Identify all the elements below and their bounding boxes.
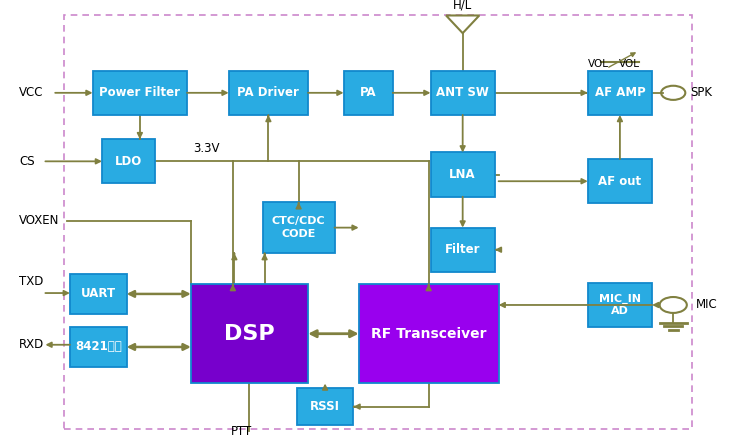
Bar <box>64 15 692 429</box>
Bar <box>70 327 126 367</box>
Bar <box>102 139 155 183</box>
Text: MIC_IN
AD: MIC_IN AD <box>599 293 641 316</box>
Bar <box>296 388 353 425</box>
Bar <box>70 274 126 314</box>
Text: DSP: DSP <box>225 324 274 344</box>
Bar <box>92 71 187 115</box>
Bar <box>431 228 494 272</box>
Text: VCC: VCC <box>19 86 43 99</box>
Text: H/L: H/L <box>453 0 472 11</box>
Text: UART: UART <box>81 287 116 301</box>
Text: AF out: AF out <box>598 175 642 188</box>
Text: Power Filter: Power Filter <box>99 86 181 99</box>
Text: 3.3V: 3.3V <box>193 142 219 155</box>
Text: AF AMP: AF AMP <box>594 86 646 99</box>
Text: PA: PA <box>360 86 376 99</box>
Bar <box>263 202 334 253</box>
Text: CTC/CDC
CODE: CTC/CDC CODE <box>272 217 325 239</box>
Text: VOL: VOL <box>588 58 609 69</box>
Text: TXD: TXD <box>19 275 43 288</box>
Bar <box>587 283 652 327</box>
Bar <box>431 71 494 115</box>
Text: VOXEN: VOXEN <box>19 214 59 228</box>
Text: RF Transceiver: RF Transceiver <box>371 327 486 341</box>
Text: LNA: LNA <box>449 168 476 181</box>
Text: RSSI: RSSI <box>310 400 340 413</box>
Text: VOL: VOL <box>618 58 640 69</box>
Bar <box>587 159 652 203</box>
Text: ANT SW: ANT SW <box>436 86 489 99</box>
Bar <box>191 284 308 383</box>
Text: SPK: SPK <box>689 86 712 99</box>
Bar <box>358 284 499 383</box>
Text: Filter: Filter <box>445 243 480 256</box>
Text: PA Driver: PA Driver <box>237 86 299 99</box>
Bar <box>343 71 393 115</box>
Text: LDO: LDO <box>115 155 142 168</box>
Bar <box>587 71 652 115</box>
Text: MIC: MIC <box>696 298 717 312</box>
Text: 8421编码: 8421编码 <box>75 340 122 354</box>
Bar <box>228 71 308 115</box>
Text: CS: CS <box>19 155 35 168</box>
Text: RXD: RXD <box>19 338 44 351</box>
Text: PTT: PTT <box>231 425 253 438</box>
Bar <box>431 152 494 197</box>
